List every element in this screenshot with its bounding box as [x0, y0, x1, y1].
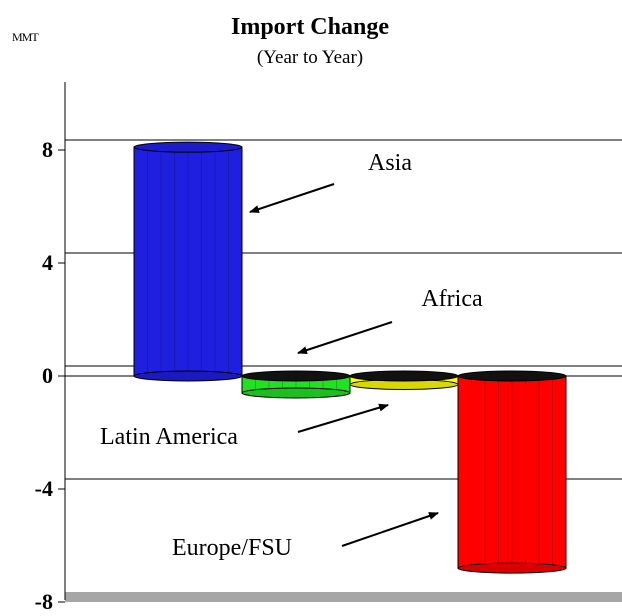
- chart-subtitle: (Year to Year): [256, 47, 364, 68]
- y-axis-unit-label: MMT: [12, 30, 39, 44]
- annotation-arrow: [297, 403, 389, 433]
- y-tick-label: 0: [42, 363, 53, 388]
- annotation-label: Latin America: [100, 424, 238, 450]
- y-tick-label: 8: [42, 137, 53, 162]
- annotation-arrow: [249, 183, 335, 213]
- y-tick-label: -8: [35, 589, 53, 614]
- bar-asia: [133, 141, 243, 382]
- annotation-label: Africa: [421, 286, 483, 312]
- annotation-arrow: [297, 321, 393, 354]
- chart-title: Import Change: [230, 14, 389, 40]
- bar-latin-america: [241, 370, 351, 399]
- bar-europe-fsu: [457, 370, 567, 574]
- annotation-label: Asia: [368, 150, 412, 176]
- floor-band: [65, 592, 622, 602]
- bars: [133, 141, 567, 574]
- y-tick-label: 4: [42, 250, 53, 275]
- annotation-arrow: [341, 512, 439, 547]
- y-axis: 8 4 0 -4 -8: [35, 82, 66, 614]
- annotations: Asia Africa Latin America Europe/FSU: [100, 150, 483, 561]
- bar-africa: [349, 370, 459, 390]
- annotation-label: Europe/FSU: [172, 535, 292, 561]
- y-tick-label: -4: [35, 476, 53, 501]
